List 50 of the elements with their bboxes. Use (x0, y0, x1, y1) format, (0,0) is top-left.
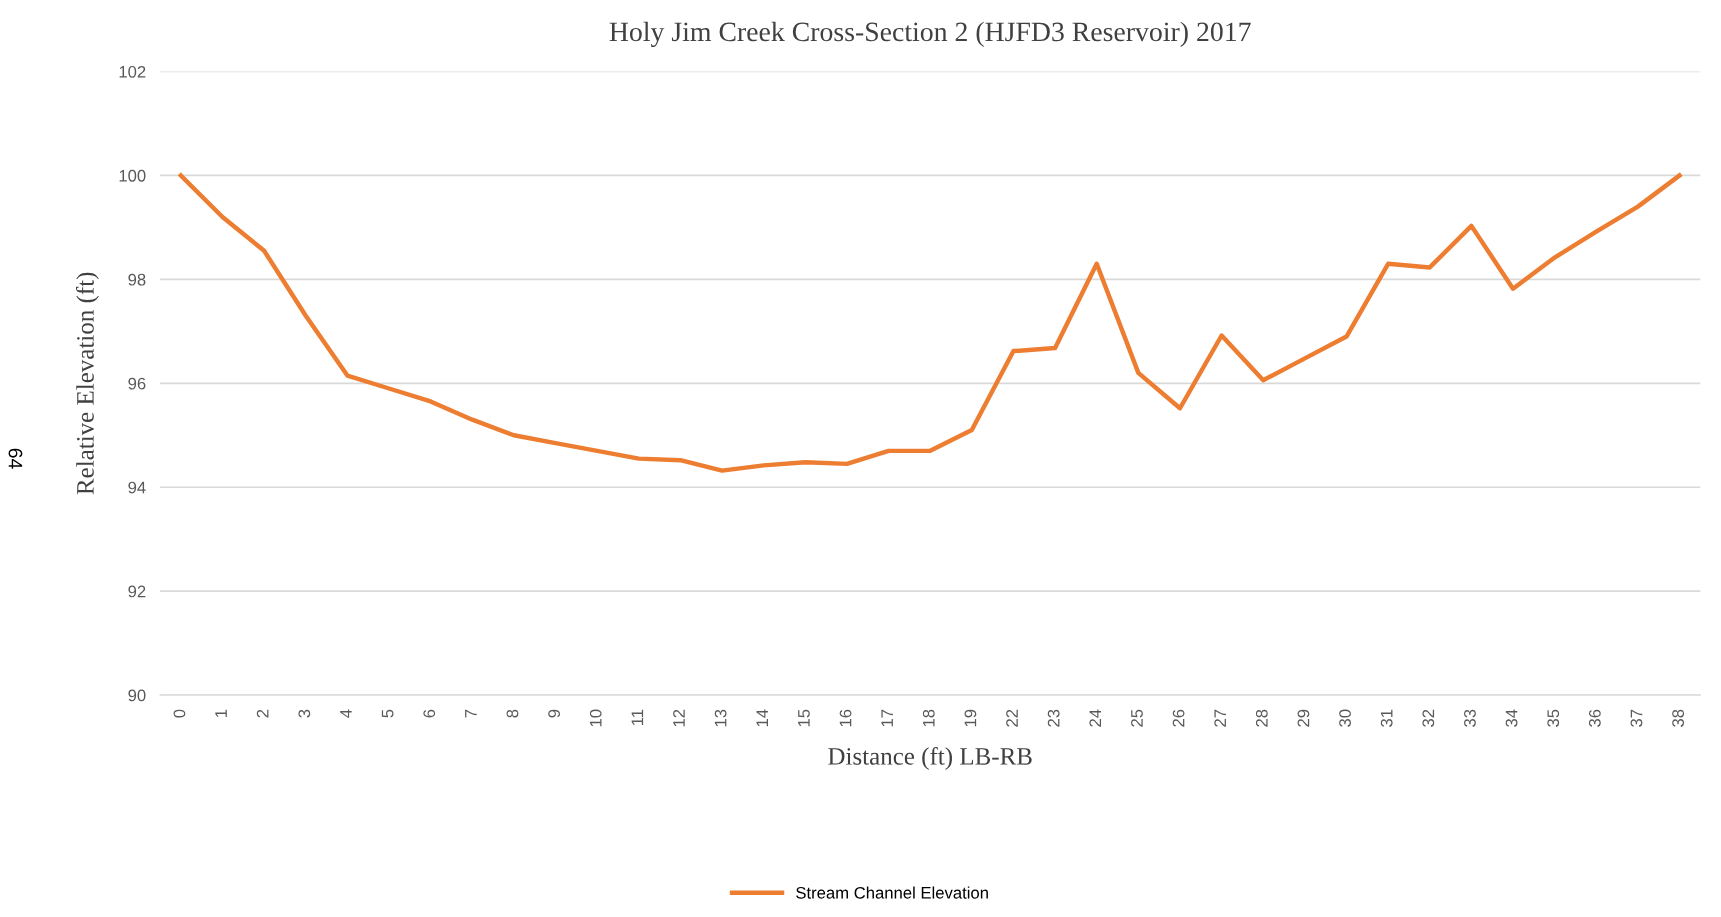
x-tick-label: 19 (964, 709, 977, 727)
x-axis-title: Distance (ft) LB-RB (828, 746, 1032, 770)
x-tick-label: 15 (798, 709, 810, 727)
text: 64 (8, 448, 23, 469)
x-tick-label: 29 (1297, 709, 1310, 727)
x-tick-label: 5 (381, 709, 394, 718)
x-tick-label: 12 (673, 709, 685, 727)
x-tick-label: 37 (1630, 709, 1643, 727)
x-tick-label: 38 (1672, 709, 1685, 727)
x-tick-label: 32 (1422, 709, 1435, 727)
y-tick-label: 92 (128, 585, 146, 598)
x-tick-label: 0 (173, 709, 186, 718)
x-tick-label: 30 (1339, 709, 1351, 727)
x-tick-label: 3 (298, 709, 311, 718)
y-tick-label: 96 (128, 377, 146, 390)
x-tick-label: 1 (215, 709, 227, 717)
line-series (178, 173, 1682, 473)
x-tick-label: 4 (340, 709, 352, 718)
x-tick-label: 10 (589, 709, 602, 727)
y-tick-label: 90 (128, 689, 146, 702)
x-tick-label: 22 (1006, 709, 1018, 727)
x-tick-label: 6 (423, 709, 436, 718)
x-tick-label: 28 (1255, 709, 1268, 727)
x-tick-label: 8 (506, 709, 519, 718)
y-tick-label: 100 (119, 169, 146, 182)
x-tick-label: 9 (548, 709, 561, 718)
y-axis-title: Relative Elevation (ft) (75, 272, 99, 495)
x-tick-label: 18 (922, 709, 935, 727)
x-tick-label: 35 (1547, 709, 1560, 727)
x-tick-label: 17 (881, 709, 893, 727)
y-tick-label: 102 (119, 65, 146, 78)
y-tick-label: 94 (128, 481, 146, 494)
x-tick-label: 13 (714, 709, 727, 727)
x-tick-label: 36 (1588, 709, 1601, 727)
x-tick-label: 27 (1214, 709, 1226, 727)
x-tick-label: 26 (1172, 709, 1185, 727)
x-tick-label: 14 (756, 709, 768, 727)
legend-label: Stream Channel Elevation (796, 886, 988, 899)
x-tick-label: 34 (1505, 709, 1518, 727)
x-tick-label: 31 (1380, 709, 1393, 727)
x-tick-label: 23 (1047, 709, 1060, 727)
x-tick-label: 2 (256, 709, 269, 718)
x-tick-label: 33 (1464, 709, 1476, 727)
x-tick-label: 16 (839, 709, 852, 727)
x-tick-label: 11 (631, 709, 644, 726)
x-tick-label: 7 (465, 709, 477, 718)
chart-title: Holy Jim Creek Cross-Section 2 (HJFD3 Reservoir) 2017 (609, 21, 1251, 47)
x-tick-label: 24 (1089, 709, 1102, 727)
x-tick-label: 25 (1131, 709, 1143, 727)
y-tick-label: 98 (128, 273, 146, 286)
